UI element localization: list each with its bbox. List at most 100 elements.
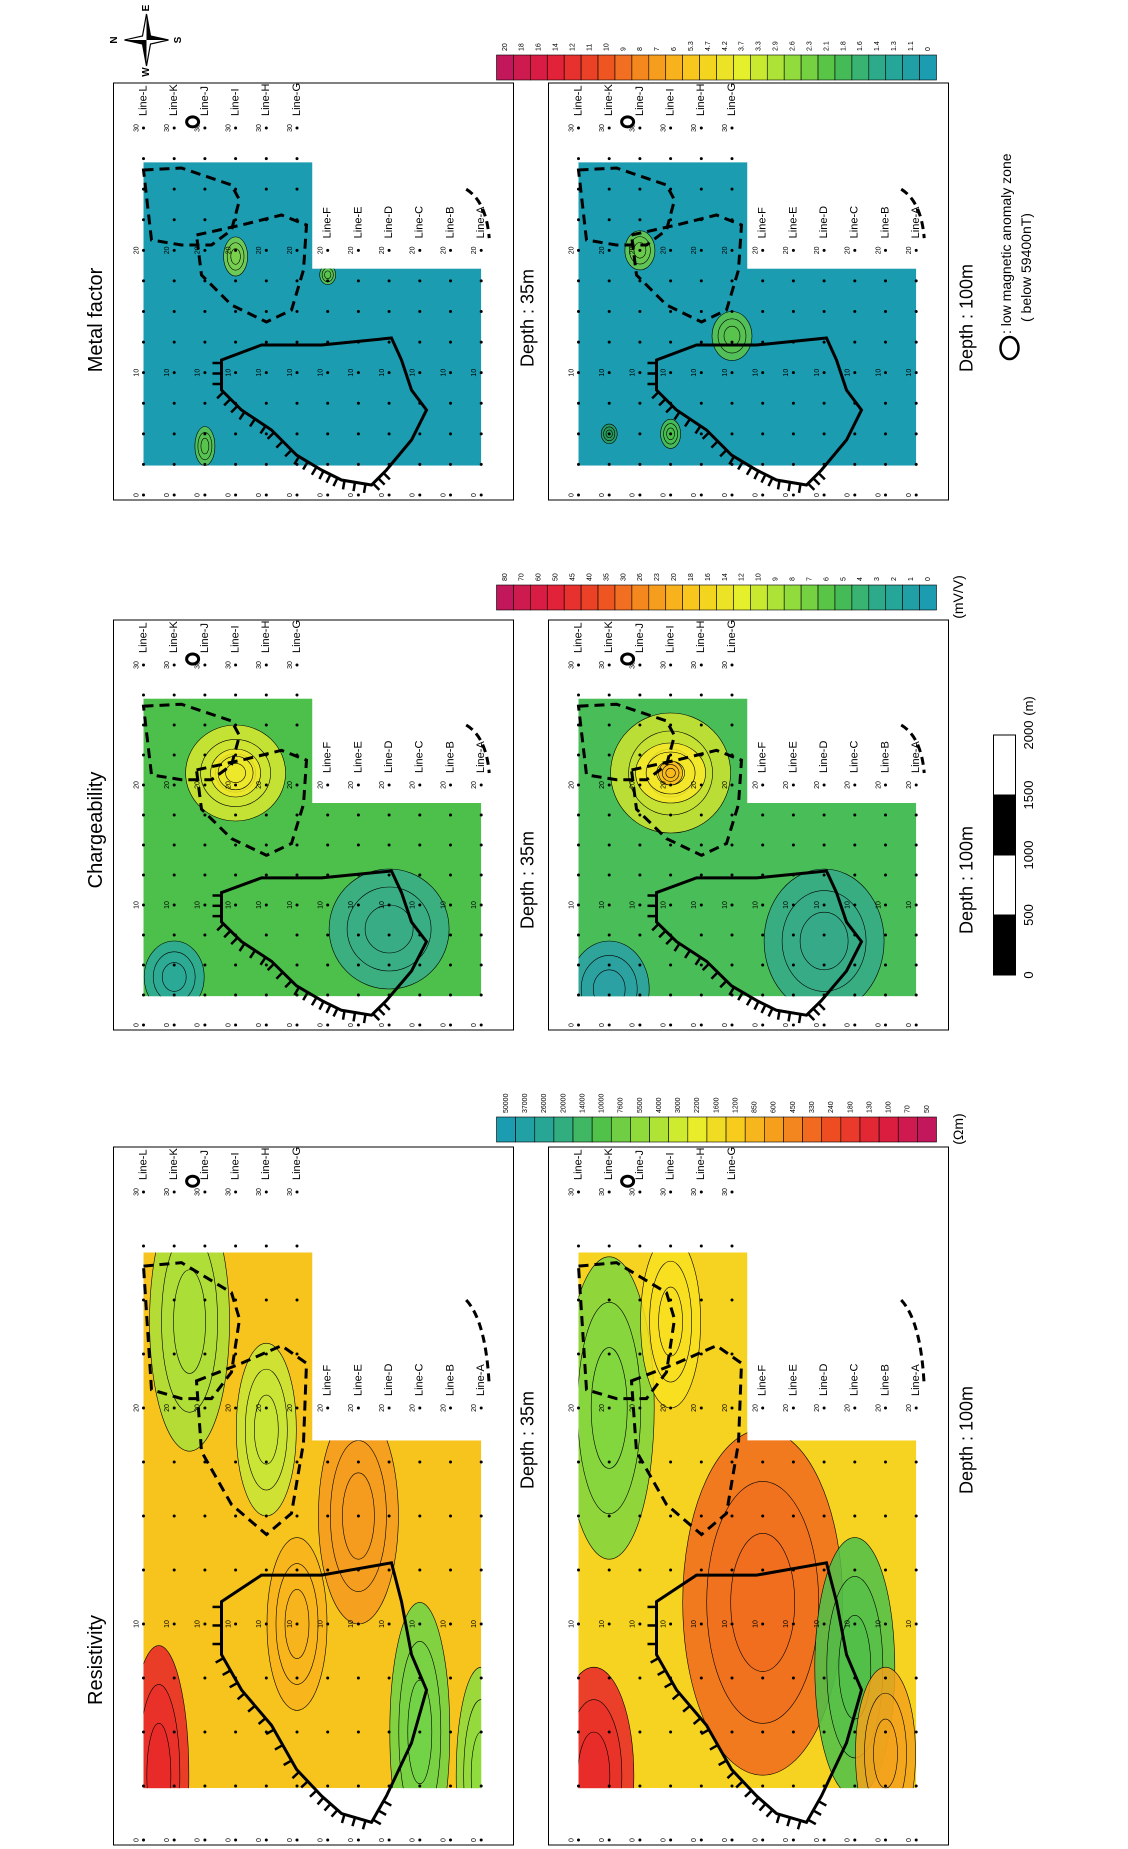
colorbar-cell: [750, 54, 768, 81]
grid-dot: [172, 187, 176, 191]
depth-label: Depth : 35m: [517, 269, 537, 367]
grid-dot: [295, 663, 299, 667]
grid-dot: [884, 1514, 887, 1518]
depth-label: Depth : 35m: [517, 1391, 537, 1489]
axis-tick: 30: [568, 1188, 575, 1196]
hachure: [758, 1802, 767, 1812]
contour-blob: [665, 767, 676, 779]
line-label: Line-I: [230, 1152, 242, 1180]
grid-dot: [699, 1622, 703, 1626]
grid-dot: [853, 993, 857, 997]
axis-tick: 0: [906, 1838, 913, 1842]
colorbar-label: 1.1: [908, 41, 915, 51]
line-label: Line-B: [879, 1364, 891, 1396]
grid-dot: [791, 1023, 795, 1027]
colorbar-cell: [817, 54, 836, 81]
grid-dot: [479, 1838, 483, 1842]
hachure: [377, 1809, 387, 1816]
colorbar-label: 50: [553, 573, 560, 581]
grid-dot: [172, 462, 176, 466]
axis-tick: 30: [195, 661, 202, 669]
axis-tick: 10: [599, 901, 606, 909]
grid-dot: [142, 1838, 145, 1842]
grid-dot: [387, 1023, 391, 1027]
grid-dot: [699, 1244, 703, 1248]
axis-tick: 0: [630, 1023, 637, 1027]
hachure: [372, 1818, 382, 1826]
grid-dot: [356, 279, 360, 283]
grid-dot: [853, 432, 857, 436]
grid-dot: [142, 1352, 145, 1356]
grid-dot: [387, 462, 391, 466]
colorbar-label: 2.1: [823, 41, 830, 51]
grid-dot: [699, 340, 703, 344]
dashed-zone: [194, 748, 309, 857]
axis-tick: 30: [568, 661, 575, 669]
grid-dot: [418, 1023, 422, 1027]
dashed-zone: [900, 1298, 926, 1387]
grid-dot: [387, 1730, 391, 1734]
grid-dot: [295, 401, 299, 405]
grid-dot: [234, 1730, 238, 1734]
grid-dot: [914, 1622, 918, 1626]
axis-tick: 0: [814, 1838, 821, 1842]
grid-dot: [699, 218, 703, 222]
axis-tick: 0: [440, 493, 447, 497]
colorbar-label: 4000: [656, 1097, 663, 1113]
grid-dot: [699, 1406, 703, 1410]
grid-dot: [884, 371, 887, 375]
grid-dot: [449, 1514, 452, 1518]
grid-dot: [172, 248, 176, 252]
axis-tick: 30: [722, 661, 729, 669]
axis-tick: 10: [348, 369, 355, 377]
grid-dot: [730, 1568, 734, 1572]
axis-tick: 0: [691, 1023, 698, 1027]
grid-dot: [418, 432, 422, 436]
axis-tick: 0: [164, 1838, 171, 1842]
grid-dot: [577, 1622, 580, 1626]
axis-tick: 20: [195, 1404, 202, 1412]
grid-dot: [142, 963, 145, 967]
grid-dot: [295, 371, 299, 375]
grid-dot: [791, 873, 795, 877]
grid-dot: [914, 1568, 918, 1572]
grid-dot: [607, 903, 611, 907]
axis-tick: 0: [471, 493, 478, 497]
axis-tick: 0: [225, 493, 232, 497]
grid-dot: [142, 157, 145, 161]
colorbar-label: 7: [806, 577, 813, 581]
hachure: [340, 1814, 346, 1824]
grid-dot: [791, 963, 795, 967]
grid-dot: [326, 340, 330, 344]
dashed-zone: [629, 1343, 744, 1537]
grid-dot: [699, 187, 703, 191]
grid-dot: [295, 1190, 299, 1194]
grid-dot: [449, 1676, 452, 1680]
grid-dot: [326, 813, 330, 817]
axis-tick: 20: [568, 1404, 575, 1412]
colorbar-cell: [706, 1116, 727, 1143]
grid-dot: [203, 1514, 207, 1518]
grid-dot: [730, 1622, 734, 1626]
hachure: [362, 1014, 367, 1024]
grid-dot: [479, 310, 483, 313]
hachure: [665, 405, 674, 414]
grid-dot: [607, 1568, 611, 1572]
grid-dot: [853, 248, 857, 252]
grid-dot: [203, 663, 207, 667]
grid-dot: [914, 903, 918, 907]
grid-dot: [791, 903, 795, 907]
colorbar-cell: [725, 1116, 746, 1143]
grid-dot: [295, 693, 299, 697]
grid-dot: [669, 873, 673, 877]
colorbar-label: 600: [771, 1101, 778, 1113]
grid-dot: [730, 493, 734, 497]
axis-tick: 10: [906, 369, 913, 377]
line-label: Line-J: [634, 86, 646, 116]
hachure: [372, 1012, 381, 1022]
hachure: [650, 1657, 660, 1664]
axis-tick: 0: [753, 1838, 760, 1842]
grid-dot: [142, 401, 145, 405]
grid-dot: [669, 1622, 673, 1626]
grid-dot: [730, 1460, 734, 1464]
